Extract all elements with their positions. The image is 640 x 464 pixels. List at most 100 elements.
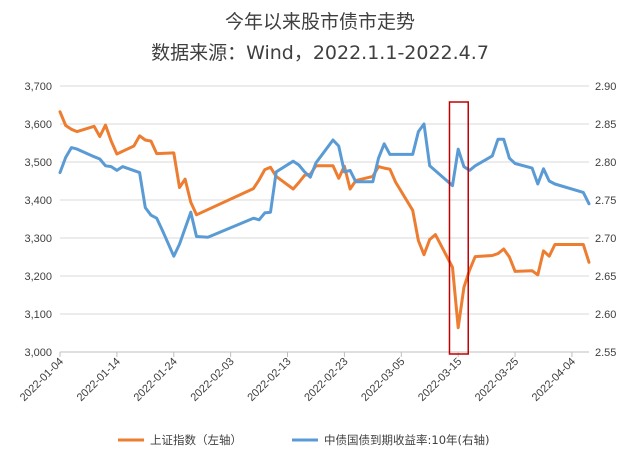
data-point (395, 181, 397, 183)
data-point (144, 207, 146, 209)
data-point (514, 270, 516, 272)
data-point (469, 269, 470, 271)
y-right-tick-label: 2.85 (595, 119, 616, 131)
data-point (76, 131, 78, 133)
data-point (173, 255, 175, 257)
data-point (372, 181, 374, 183)
x-tick-label: 2022-03-15 (416, 356, 464, 404)
data-point (417, 240, 419, 242)
data-point (332, 165, 334, 167)
data-point (93, 156, 95, 158)
data-point (179, 243, 180, 245)
data-point (59, 172, 61, 174)
data-point (554, 244, 556, 245)
data-point (332, 139, 334, 141)
data-point (355, 181, 357, 183)
data-point (349, 188, 351, 190)
data-point (349, 169, 351, 171)
data-point (76, 148, 78, 150)
y-left-tick-label: 3,200 (24, 271, 52, 283)
data-point (463, 166, 465, 168)
x-tick-label: 2022-01-04 (18, 356, 66, 404)
y-right-tick-label: 2.65 (595, 271, 616, 283)
data-point (264, 169, 266, 171)
data-point (173, 152, 175, 154)
chart-title: 今年以来股市债市走势 (225, 11, 415, 33)
data-point (378, 157, 379, 159)
y-axis-left: 3,000 3,100 3,200 3,300 3,400 3,500 3,600 3,700 (24, 81, 52, 359)
data-point (315, 162, 317, 164)
data-point (99, 136, 101, 137)
data-point (383, 167, 385, 169)
data-point (491, 255, 493, 256)
y-left-tick-label: 3,600 (24, 119, 52, 131)
y-right-tick-label: 2.80 (595, 157, 616, 169)
x-axis: 2022-01-04 2022-01-14 2022-01-24 2022-02-03… (18, 351, 589, 404)
data-point (116, 153, 118, 155)
series-line (58, 122, 591, 258)
x-tick-label: 2022-01-14 (75, 356, 123, 404)
data-point (70, 128, 72, 130)
data-point (423, 123, 425, 125)
y-right-tick-label: 2.60 (595, 309, 616, 321)
data-point (417, 131, 419, 133)
data-point (554, 183, 556, 185)
data-point (537, 274, 539, 276)
data-point (389, 168, 391, 170)
data-point (292, 188, 294, 190)
legend-label: 上证指数（左轴） (150, 433, 242, 447)
data-point (582, 244, 584, 245)
y-left-tick-label: 3,300 (24, 233, 52, 245)
data-point (474, 165, 476, 167)
y-right-tick-label: 2.55 (595, 347, 616, 359)
data-point (258, 219, 260, 221)
data-point (190, 201, 192, 203)
data-point (503, 138, 505, 140)
data-point (395, 153, 397, 155)
data-point (93, 125, 95, 127)
y-right-tick-label: 2.75 (595, 195, 616, 207)
data-point (133, 145, 135, 147)
data-point (389, 153, 391, 155)
series-line (58, 110, 591, 330)
data-point (105, 165, 106, 167)
x-tick-label: 2022-03-05 (359, 356, 407, 404)
data-point (309, 176, 311, 178)
data-point (491, 155, 493, 157)
data-point (252, 217, 254, 219)
data-point (184, 178, 186, 180)
data-point (65, 125, 67, 126)
x-tick-label: 2022-02-23 (302, 356, 350, 404)
data-point (452, 185, 453, 187)
data-point (110, 166, 112, 168)
data-point (292, 160, 294, 162)
data-point (463, 286, 465, 288)
x-tick-label: 2022-02-13 (245, 356, 293, 404)
x-tick-label: 2022-03-25 (473, 356, 521, 404)
y-left-tick-label: 3,500 (24, 157, 52, 169)
data-point (508, 256, 510, 258)
data-point (582, 191, 584, 193)
data-point (543, 250, 544, 252)
y-right-tick-label: 2.70 (595, 233, 616, 245)
x-tick-label: 2022-02-03 (188, 356, 236, 404)
data-point (338, 177, 340, 179)
data-point (378, 166, 379, 168)
data-point (531, 270, 533, 272)
series-1 (58, 122, 591, 258)
data-point (304, 171, 306, 173)
data-point (537, 183, 539, 185)
data-point (207, 236, 209, 238)
data-point (383, 143, 385, 145)
data-point (531, 167, 533, 169)
data-point (196, 236, 197, 237)
data-point (139, 172, 141, 174)
data-point (457, 327, 459, 329)
highlight-box (448, 101, 469, 355)
x-tick-label: 2022-04-04 (530, 356, 578, 404)
y-left-tick-label: 3,700 (24, 81, 52, 93)
data-point (196, 214, 197, 216)
data-point (139, 135, 141, 137)
data-point (150, 214, 152, 216)
